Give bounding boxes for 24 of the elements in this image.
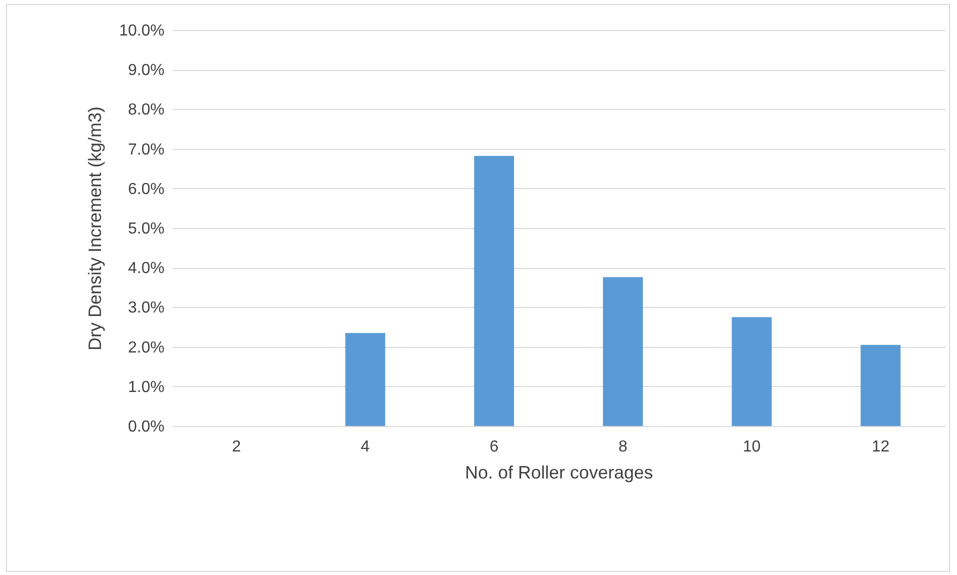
y-tick-label: 2.0% — [128, 339, 164, 356]
x-tick-label: 8 — [618, 438, 628, 456]
y-axis-title: Dry Density Increment (kg/m3) — [85, 106, 106, 351]
bar — [860, 344, 901, 426]
y-tick-label: 9.0% — [128, 62, 164, 80]
x-axis-title: No. of Roller coverages — [464, 462, 654, 482]
x-tick-label: 6 — [490, 438, 499, 456]
y-tick-label: 7.0% — [128, 141, 164, 158]
y-tick-label: 10.0% — [119, 22, 164, 40]
x-tick-label: 10 — [742, 438, 761, 456]
x-tick-label: 12 — [872, 438, 890, 456]
x-tick-label: 4 — [360, 438, 370, 456]
y-tick-label: 3.0% — [128, 300, 164, 317]
y-tick-label: 0.0% — [128, 418, 164, 436]
x-tick-label: 2 — [232, 438, 241, 456]
bar — [732, 317, 772, 426]
y-tick-label: 5.0% — [128, 220, 164, 238]
y-tick-label: 1.0% — [128, 378, 164, 396]
y-tick-label: 6.0% — [128, 180, 164, 198]
bar — [474, 156, 514, 426]
y-tick-label: 4.0% — [128, 260, 164, 278]
y-tick-label: 8.0% — [128, 102, 164, 119]
bar — [345, 332, 386, 426]
bar — [602, 277, 643, 426]
